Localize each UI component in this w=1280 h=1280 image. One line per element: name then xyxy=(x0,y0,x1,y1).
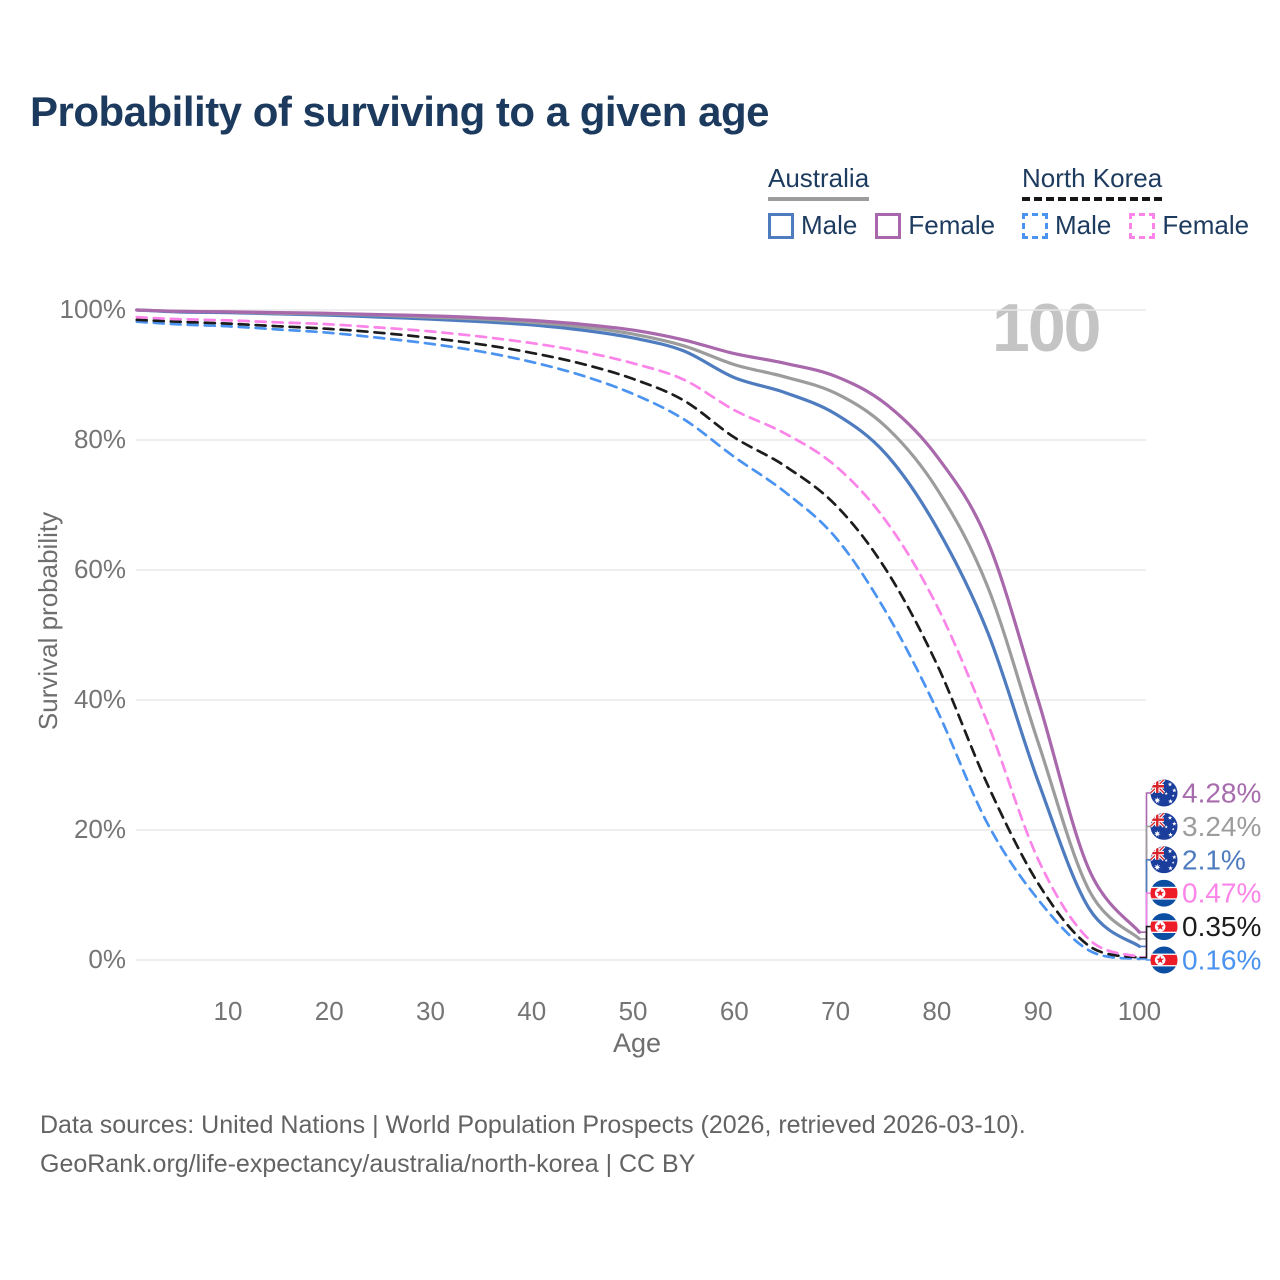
curve-north-korea-male[interactable] xyxy=(135,320,1141,961)
australia-flag-icon xyxy=(1150,779,1178,807)
y-tick-60-: 60% xyxy=(73,554,126,584)
end-label-0.47-: 0.47% xyxy=(1182,878,1261,909)
legend-item-australia-female[interactable]: Female xyxy=(875,210,995,241)
y-tick-80-: 80% xyxy=(73,424,126,454)
age-watermark: 100 xyxy=(992,290,1101,366)
x-tick-40: 40 xyxy=(517,996,547,1026)
legend-header-australia[interactable]: Australia xyxy=(768,163,870,201)
connector-north-korea-both-sexes xyxy=(1139,925,1151,959)
legend-item-label: Male xyxy=(1055,210,1112,240)
connector-north-korea-male xyxy=(1139,958,1151,961)
curve-australia-both-sexes[interactable] xyxy=(135,308,1141,941)
legend-item-label: Female xyxy=(1162,210,1250,240)
curve-australia-female[interactable] xyxy=(135,308,1141,934)
end-label-2.1-: 2.1% xyxy=(1182,844,1246,875)
connector-australia-male xyxy=(1139,859,1151,948)
legend-item-label: Female xyxy=(908,210,996,240)
connector-australia-female xyxy=(1139,792,1151,933)
connector-north-korea-female xyxy=(1139,892,1151,958)
y-tick-20-: 20% xyxy=(73,814,126,844)
x-tick-70: 70 xyxy=(821,996,851,1026)
australia-flag-icon xyxy=(1150,846,1178,874)
end-label-0.35-: 0.35% xyxy=(1182,911,1261,942)
legend-group-north-korea: North Korea Male Female xyxy=(1022,163,1249,241)
footer-data-sources: Data sources: United Nations | World Pop… xyxy=(40,1111,1026,1139)
legend-header-north-korea[interactable]: North Korea xyxy=(1022,163,1163,201)
legend-item-north-korea-female[interactable]: Female xyxy=(1129,210,1249,241)
north-korea-flag-icon xyxy=(1150,879,1178,907)
australia-flag-icon xyxy=(1150,812,1178,840)
end-label-3.24-: 3.24% xyxy=(1182,811,1261,842)
footer: Data sources: United Nations | World Pop… xyxy=(40,1106,1026,1184)
curve-north-korea-both-sexes[interactable] xyxy=(135,318,1141,960)
x-axis-title: Age xyxy=(612,1028,662,1058)
legend-group-australia: Australia Male Female xyxy=(768,163,995,241)
x-tick-30: 30 xyxy=(416,996,445,1026)
y-tick-0-: 0% xyxy=(88,944,126,974)
x-tick-60: 60 xyxy=(719,996,749,1026)
x-tick-100: 100 xyxy=(1117,996,1162,1026)
x-tick-90: 90 xyxy=(1023,996,1053,1026)
north-korea-female-swatch-icon xyxy=(1129,212,1156,239)
curve-australia-male[interactable] xyxy=(135,308,1141,948)
legend-item-label: Male xyxy=(801,210,858,240)
australia-male-swatch-icon xyxy=(768,212,794,239)
north-korea-male-swatch-icon xyxy=(1022,212,1048,239)
connector-australia-both-sexes xyxy=(1139,825,1151,940)
x-tick-10: 10 xyxy=(213,996,243,1026)
curve-north-korea-female[interactable] xyxy=(135,315,1141,959)
footer-attribution-url: GeoRank.org/life-expectancy/australia/no… xyxy=(40,1150,696,1178)
x-tick-80: 80 xyxy=(922,996,952,1026)
y-tick-40-: 40% xyxy=(73,684,126,714)
australia-female-swatch-icon xyxy=(875,212,902,239)
legend-item-australia-male[interactable]: Male xyxy=(768,210,857,241)
x-tick-50: 50 xyxy=(618,996,648,1026)
north-korea-flag-icon xyxy=(1150,946,1178,974)
end-label-4.28-: 4.28% xyxy=(1182,778,1261,809)
end-label-0.16-: 0.16% xyxy=(1182,945,1261,976)
north-korea-flag-icon xyxy=(1150,913,1178,941)
y-tick-100-: 100% xyxy=(59,294,127,324)
y-axis-title: Survival probability xyxy=(33,511,63,731)
page-title: Probability of surviving to a given age xyxy=(30,88,769,135)
x-tick-20: 20 xyxy=(314,996,344,1026)
legend-item-north-korea-male[interactable]: Male xyxy=(1022,210,1111,241)
